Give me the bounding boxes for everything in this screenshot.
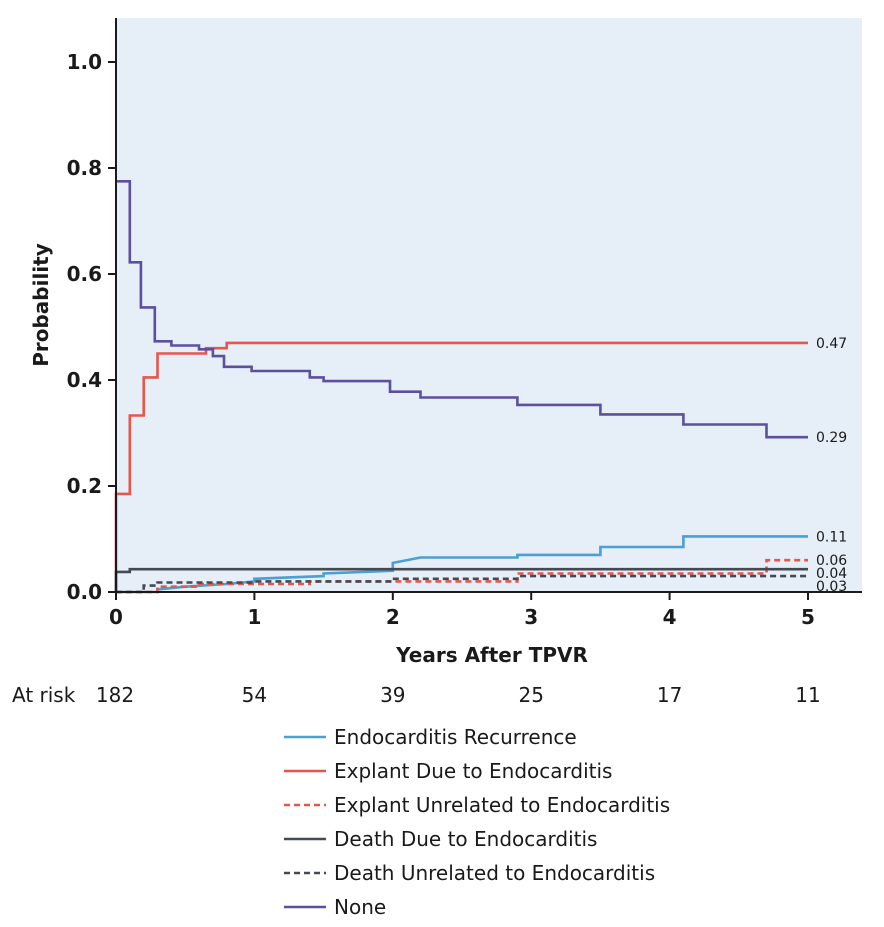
- y-tick-label: 0.6: [67, 262, 102, 286]
- y-tick-label: 0.2: [67, 474, 102, 498]
- at-risk-row: At risk 182 54 39 25 17 11: [12, 683, 821, 707]
- legend-label: Death Unrelated to Endocarditis: [334, 861, 655, 885]
- at-risk-value: 11: [795, 683, 820, 707]
- x-tick-label: 5: [801, 605, 815, 629]
- end-labels: 0.47 0.29 0.11 0.060.040.03: [816, 336, 847, 595]
- y-tick-label: 0.0: [67, 580, 102, 604]
- y-tick-label: 0.8: [67, 156, 102, 180]
- legend-label: Explant Due to Endocarditis: [334, 759, 612, 783]
- legend-label: Death Due to Endocarditis: [334, 827, 597, 851]
- at-risk-value: 17: [657, 683, 682, 707]
- at-risk-label: At risk: [12, 683, 76, 707]
- series-line-explant-due-to-endocarditis: [114, 341, 808, 592]
- x-tick-label: 4: [663, 605, 677, 629]
- x-tick-label: 3: [524, 605, 538, 629]
- y-axis-title: Probability: [29, 243, 53, 367]
- series-line-none: [116, 180, 808, 439]
- at-risk-value: 54: [242, 683, 267, 707]
- x-tick-label: 1: [247, 605, 261, 629]
- end-value-label: 0.29: [816, 430, 847, 446]
- y-tick-label: 0.4: [67, 368, 102, 392]
- at-risk-value: 39: [380, 683, 405, 707]
- x-tick-label: 2: [386, 605, 400, 629]
- at-risk-value: 182: [96, 683, 134, 707]
- end-value-label: 0.04: [816, 566, 847, 582]
- legend-label: Explant Unrelated to Endocarditis: [334, 793, 670, 817]
- end-value-label: 0.11: [816, 529, 847, 545]
- plot-background: [116, 18, 862, 592]
- end-value-label: 0.06: [816, 553, 847, 569]
- legend-label: Endocarditis Recurrence: [334, 725, 577, 749]
- legend: Endocarditis Recurrence Explant Due to En…: [284, 725, 670, 919]
- x-tick-label: 0: [109, 605, 123, 629]
- end-value-label: 0.03: [816, 579, 847, 595]
- x-axis-title: Years After TPVR: [395, 643, 588, 667]
- tick-layer: 0.0 0.2 0.4 0.6 0.8 1.0 0 1 2 3 4 5: [67, 50, 815, 629]
- at-risk-value: 25: [518, 683, 543, 707]
- legend-label: None: [334, 895, 386, 919]
- y-tick-label: 1.0: [67, 50, 102, 74]
- end-value-label: 0.47: [816, 336, 847, 352]
- series-line-death-unrelated-to-endocarditis: [116, 574, 808, 594]
